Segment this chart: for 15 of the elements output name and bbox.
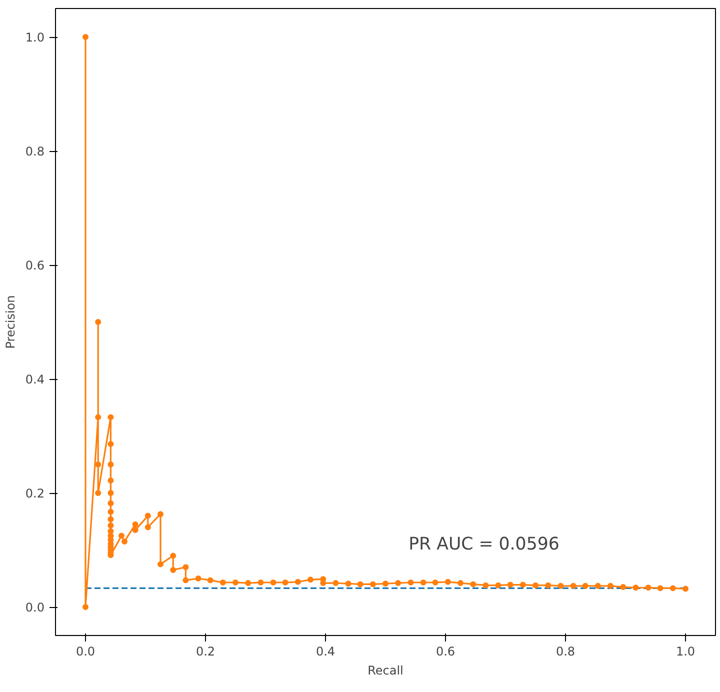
x-tick-label: 0.2 xyxy=(196,644,216,658)
x-tick-label: 1.0 xyxy=(676,644,696,658)
annotation: PR AUC = 0.0596 xyxy=(408,534,560,555)
y-tick-label: 0.4 xyxy=(25,372,45,386)
y-axis-title: Precision xyxy=(3,295,18,349)
x-tick-label: 0.6 xyxy=(436,644,456,658)
y-tick-label: 0.0 xyxy=(25,600,45,614)
x-tick-label: 0.4 xyxy=(316,644,336,658)
x-tick-label: 0.8 xyxy=(556,644,576,658)
x-axis-title: Recall xyxy=(368,664,404,678)
y-tick-label: 0.2 xyxy=(25,486,45,500)
y-tick-label: 0.6 xyxy=(25,258,45,272)
y-tick-label: 0.8 xyxy=(25,144,45,158)
x-tick-label: 0.0 xyxy=(76,644,96,658)
y-tick-label: 1.0 xyxy=(25,30,45,44)
